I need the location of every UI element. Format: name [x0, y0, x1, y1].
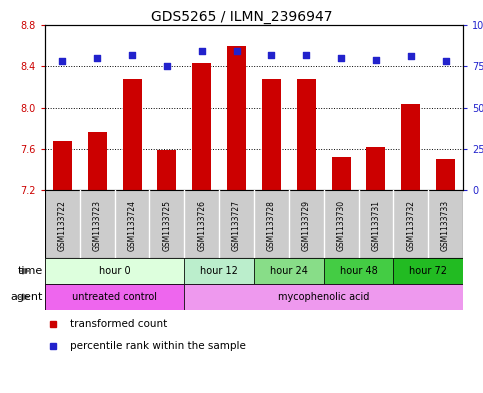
Point	[58, 58, 66, 64]
Bar	[366, 147, 385, 190]
Text: hour 0: hour 0	[99, 266, 130, 276]
Bar	[88, 132, 107, 190]
Bar	[324, 258, 393, 284]
Text: agent: agent	[11, 292, 43, 302]
Text: GSM1133730: GSM1133730	[337, 200, 345, 252]
Point	[93, 55, 101, 61]
Text: GSM1133731: GSM1133731	[371, 200, 381, 251]
Bar	[192, 63, 212, 190]
Bar	[45, 258, 185, 284]
Text: GSM1133724: GSM1133724	[128, 200, 137, 251]
Bar	[393, 258, 463, 284]
Bar	[185, 284, 463, 310]
Bar	[297, 79, 316, 190]
Text: GSM1133729: GSM1133729	[302, 200, 311, 251]
Point	[198, 48, 206, 55]
Bar	[123, 79, 142, 190]
Point	[442, 58, 450, 64]
Point	[268, 51, 275, 58]
Bar	[254, 258, 324, 284]
Point	[163, 63, 171, 70]
Bar	[185, 258, 254, 284]
Text: percentile rank within the sample: percentile rank within the sample	[70, 341, 246, 351]
Bar	[53, 141, 72, 190]
Bar	[157, 150, 176, 190]
Point	[302, 51, 310, 58]
Text: hour 12: hour 12	[200, 266, 238, 276]
Text: hour 48: hour 48	[340, 266, 377, 276]
Bar	[45, 284, 185, 310]
Text: GSM1133727: GSM1133727	[232, 200, 241, 251]
Text: GSM1133728: GSM1133728	[267, 200, 276, 251]
Bar	[331, 157, 351, 190]
Text: untreated control: untreated control	[72, 292, 157, 302]
Point	[337, 55, 345, 61]
Text: time: time	[18, 266, 43, 276]
Text: GSM1133726: GSM1133726	[197, 200, 206, 251]
Bar	[227, 46, 246, 190]
Text: GSM1133725: GSM1133725	[162, 200, 171, 251]
Bar	[401, 105, 420, 190]
Text: GSM1133723: GSM1133723	[93, 200, 102, 251]
Bar	[262, 79, 281, 190]
Text: GDS5265 / ILMN_2396947: GDS5265 / ILMN_2396947	[151, 10, 332, 24]
Text: hour 72: hour 72	[409, 266, 447, 276]
Text: mycophenolic acid: mycophenolic acid	[278, 292, 369, 302]
Point	[372, 57, 380, 63]
Point	[407, 53, 414, 59]
Text: GSM1133732: GSM1133732	[406, 200, 415, 251]
Text: transformed count: transformed count	[70, 319, 167, 329]
Text: GSM1133733: GSM1133733	[441, 200, 450, 252]
Bar	[436, 159, 455, 190]
Text: hour 24: hour 24	[270, 266, 308, 276]
Text: GSM1133722: GSM1133722	[58, 200, 67, 251]
Point	[233, 48, 241, 55]
Point	[128, 51, 136, 58]
